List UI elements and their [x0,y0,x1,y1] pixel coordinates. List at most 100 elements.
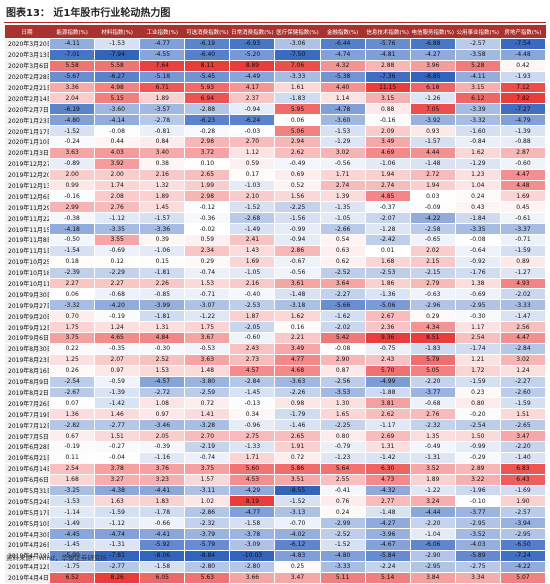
heat-cell: 1.51 [94,430,141,442]
heat-cell: 6.18 [409,81,456,94]
heat-cell: 8.89 [229,59,276,72]
heat-cell: 0.69 [274,168,321,181]
heat-cell: 2.05 [139,430,186,442]
heat-cell: 5.95 [274,103,321,116]
heat-cell: -1.84 [454,212,501,225]
heat-cell: -5.06 [364,299,411,312]
heat-cell: 11.15 [364,81,411,94]
date-cell: 2019年6月28日 [3,440,51,453]
heat-cell: -4.11 [454,70,501,83]
heat-cell: -0.79 [319,440,366,453]
heat-cell: -1.22 [184,310,231,323]
heat-cell: -4.74 [319,48,366,61]
heat-cell: -4.38 [94,484,141,497]
table-row: 2019年7月26日 0.07 -1.42 1.08 0.72 -0.13 0.98 1.30… [3,397,547,410]
heat-cell: -8.85 [409,70,456,83]
heat-cell: -1.47 [499,310,547,323]
heat-cell: -0.35 [94,342,141,355]
heat-cell: -0.12 [184,201,231,214]
heat-cell: -7.94 [94,48,141,61]
date-cell: 2020年2月21日 [3,81,51,94]
table-row: 2019年9月30日 0.06 -0.68 -0.85 -0.71 -0.40 -1.48-… [3,288,547,301]
heat-cell: -1.39 [94,386,141,399]
heat-cell: -2.77 [94,419,141,432]
date-cell: 2019年10月11日 [3,277,51,290]
heat-cell: 0.45 [499,201,547,214]
heat-cell: -3.99 [139,299,186,312]
heat-cell: 3.47 [274,571,321,584]
heat-cell: 5.79 [409,353,456,366]
heat-cell: -1.16 [139,451,186,464]
heat-cell: -0.19 [94,310,141,323]
heat-cell: 1.56 [274,190,321,203]
heat-cell: 5.11 [319,571,366,584]
heat-cell: -4.55 [139,48,186,61]
heat-cell: -3.37 [499,223,547,236]
heat-cell: 1.45 [139,201,186,214]
table-row: 2019年8月9日 -2.54 -0.59 -4.57 -3.80 -2.84 -3.63-… [3,375,547,388]
heat-cell: -5.79 [184,538,231,551]
heat-cell: -0.70 [274,517,321,530]
heat-cell: 6.52 [49,571,96,584]
heat-cell: -2.19 [184,440,231,453]
heat-cell: -2.42 [364,234,411,246]
heat-cell: 2.98 [184,190,231,203]
heat-cell: -0.85 [139,288,186,301]
heat-cell: -1.12 [94,517,141,530]
heat-cell: -3.52 [454,528,501,540]
heat-cell: 1.87 [229,310,276,323]
heat-cell: -0.84 [454,136,501,148]
heat-cell: 1.86 [364,277,411,290]
heat-cell: 0.59 [229,157,276,170]
heat-cell: -1.04 [409,528,456,540]
heat-cell: -5.84 [364,549,411,562]
heat-cell: -1.83 [274,92,321,105]
heat-cell: -3.46 [139,419,186,432]
heat-cell: -4.99 [364,375,411,388]
table-row: 2019年7月19日 1.36 1.46 0.97 1.41 0.34 -1.79 1.65 2… [3,408,547,421]
heat-cell: 0.62 [319,255,366,268]
heat-cell: -2.82 [49,419,96,432]
heat-cell: 2.27 [49,277,96,290]
heat-cell: 0.11 [49,451,96,464]
heat-cell: -1.42 [364,451,411,464]
heat-cell: -7.36 [364,70,411,83]
heat-cell: -0.24 [49,136,96,148]
heat-cell: -0.38 [49,212,96,225]
heat-cell: -0.03 [229,125,276,138]
heat-cell: -4.44 [409,506,456,519]
heat-cell: -1.06 [364,157,411,170]
heat-cell: 3.78 [94,462,141,475]
heat-cell: 2.76 [94,201,141,214]
heat-cell: 2.72 [409,168,456,181]
heat-cell: 0.80 [454,397,501,410]
heat-cell: 2.16 [229,277,276,290]
heat-cell: 2.70 [229,136,276,148]
table-row: 2019年5月31日 -3.25 -4.38 -4.41 -3.11 -4.29 -8.55… [3,484,547,497]
heat-cell: -3.11 [184,484,231,497]
date-cell: 2019年7月5日 [3,430,51,442]
heat-cell: 5.60 [229,462,276,475]
heat-cell: 3.22 [454,473,501,486]
table-row: 2019年8月2日 -2.67 -1.39 -2.72 -2.59 -1.45 -2.26-… [3,386,547,399]
heat-cell: -2.80 [229,560,276,573]
heat-cell: 2.65 [274,430,321,442]
table-row: 2020年1月3日 3.63 4.03 3.40 3.72 1.12 2.62 3.02 4.6… [3,146,547,159]
heat-cell: -1.52 [319,538,366,551]
heat-cell: -2.02 [499,288,547,301]
date-cell: 2019年8月2日 [3,386,51,399]
heat-cell: 7.12 [499,81,547,94]
column-header: 可选消费指数(%) [184,25,230,39]
heat-cell: -3.35 [454,223,501,236]
heat-cell: 1.46 [94,408,141,421]
date-cell: 2019年11月22日 [3,212,51,225]
heat-cell: -2.39 [49,266,96,279]
heat-cell: -0.27 [94,440,141,453]
heat-cell: -3.32 [454,114,501,127]
table-row: 2019年4月12日 -1.75 -2.77 -1.58 -2.80 -2.80 0.25-… [3,560,547,573]
heat-cell: 1.90 [499,495,547,508]
heat-cell: 1.31 [139,321,186,334]
heat-cell: 2.77 [364,495,411,508]
table-row: 2019年9月20日 0.70 -0.19 -1.81 -1.22 1.87 1.62 -1.… [3,310,547,323]
heat-cell: 1.53 [184,277,231,290]
